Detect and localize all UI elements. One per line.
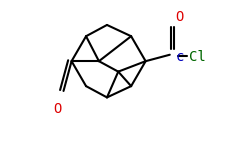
Text: O: O [53, 102, 61, 116]
Text: c: c [174, 50, 183, 64]
Text: O: O [174, 10, 183, 24]
Text: Cl: Cl [188, 50, 205, 64]
